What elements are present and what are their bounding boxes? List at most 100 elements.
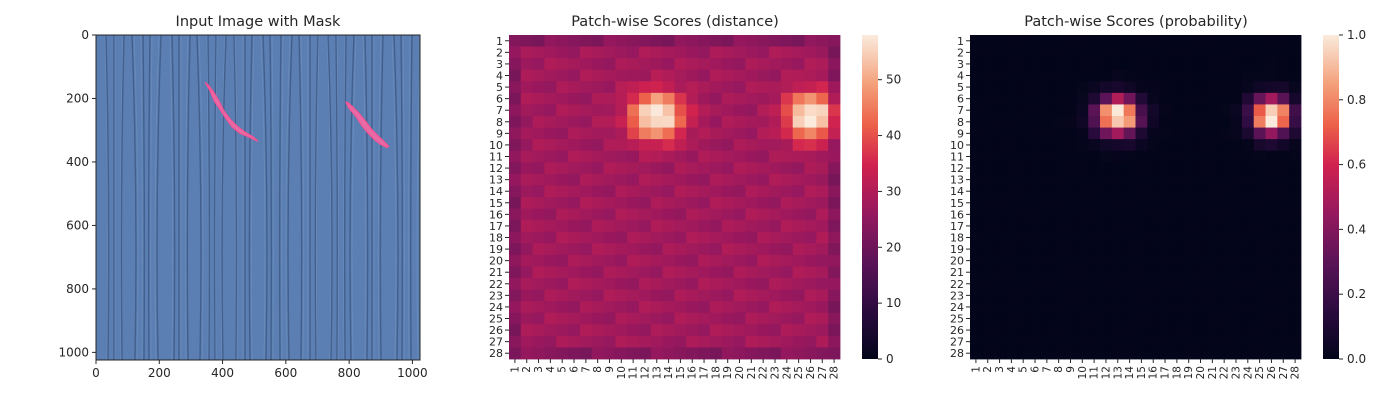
heatmap-cell [1064,185,1077,198]
heatmap-cell [1100,46,1113,59]
heatmap-cell [981,324,995,337]
heatmap-cell [1029,69,1042,82]
heatmap-cell [816,208,829,221]
heatmap-cell [792,312,805,325]
x-tick-label: 21 [746,366,758,379]
heatmap-cell [780,347,794,360]
heatmap-cell [532,312,545,325]
heatmap-cell [1005,116,1018,128]
heatmap-cell [1029,127,1042,140]
heatmap-cell [1100,289,1113,302]
heatmap-cell [1289,231,1302,244]
heatmap-cell [709,173,723,186]
heatmap-cell [532,208,545,221]
heatmap-cell [1277,278,1290,290]
heatmap-cell [1088,127,1101,140]
heatmap-cell [1241,162,1255,175]
heatmap-cell [1088,104,1101,117]
heatmap-cell [981,127,995,140]
heatmap-cell [993,243,1006,256]
heatmap-cell [1218,150,1231,163]
heatmap-cell [639,324,652,337]
grain-streak [156,35,162,360]
heatmap-cell [698,173,711,186]
heatmap-cell [520,173,534,186]
heatmap-cell [721,139,735,152]
heatmap-cell [509,92,522,105]
heatmap-cell [1076,289,1089,302]
heatmap-cell [627,104,640,117]
heatmap-cell [520,243,534,256]
heatmap-cell [1088,116,1101,128]
heatmap-cell [993,208,1006,221]
heatmap-cell [532,173,545,186]
heatmap-cell [733,254,746,267]
heatmap-cell [1218,208,1231,221]
heatmap-cell [1111,278,1125,290]
heatmap-cell [1017,35,1030,47]
heatmap-cell [639,243,652,256]
heatmap-cell [686,278,699,290]
heatmap-cell [662,69,675,82]
heatmap-cell [1076,162,1089,175]
heatmap-cell [615,220,628,233]
heatmap-cell [1111,127,1125,140]
heatmap-cell [615,162,628,175]
grain-streak [285,35,291,360]
heatmap-cell [1170,69,1184,82]
heatmap-cell [1123,278,1136,290]
heatmap-cell [650,104,664,117]
heatmap-cell [603,301,616,314]
heatmap-cell [520,324,534,337]
heatmap-cell [568,162,581,175]
heatmap-cell [639,231,652,244]
heatmap-cell [816,81,829,94]
y-tick-label: 4 [957,70,964,83]
heatmap-cell [1253,197,1266,209]
heatmap-cell [603,81,616,94]
heatmap-cell [970,231,983,244]
heatmap-cell [1111,35,1125,47]
heatmap-cell [532,46,545,59]
heatmap-cell [780,185,794,198]
heatmap-cell [627,208,640,221]
heatmap-cell [1159,208,1172,221]
heatmap-cell [981,347,995,360]
y-tick-label: 21 [950,266,964,279]
heatmap-cell [792,220,805,233]
heatmap-cell [1147,139,1160,152]
heatmap-cell [1230,162,1243,175]
heatmap-cell [1194,347,1207,360]
heatmap-cell [615,231,628,244]
heatmap-cell [1170,197,1184,209]
grain-streak [409,35,413,360]
heatmap-cell [1123,139,1136,152]
heatmap-cell [1135,185,1148,198]
heatmap-cell [733,278,746,290]
heatmap-cell [1100,116,1113,128]
heatmap-cell [1040,312,1054,325]
heatmap-cell [745,81,758,94]
heatmap-cell [1135,347,1148,360]
y-tick-label: 2 [496,46,503,59]
heatmap-cell [1289,278,1302,290]
heatmap-cell [556,173,569,186]
heatmap-cell [603,289,616,302]
heatmap-cell [1194,46,1207,59]
grain-streak [327,35,333,360]
heatmap-cell [639,69,652,82]
heatmap-cell [792,231,805,244]
heatmap-cell [1111,208,1125,221]
heatmap-cell [568,139,581,152]
heatmap-cell [1194,266,1207,279]
heatmap-cell [733,289,746,302]
heatmap-cell [1206,46,1219,59]
heatmap-cell [1147,220,1160,233]
heatmap-cell [1241,81,1255,94]
heatmap-cell [1241,116,1255,128]
heatmap-cell [1230,254,1243,267]
heatmap-cell [1111,104,1125,117]
heatmap-cell [981,81,995,94]
distance-y-axis: 1234567891011121314151617181920212223242… [489,35,509,360]
heatmap-cell [1040,150,1054,163]
